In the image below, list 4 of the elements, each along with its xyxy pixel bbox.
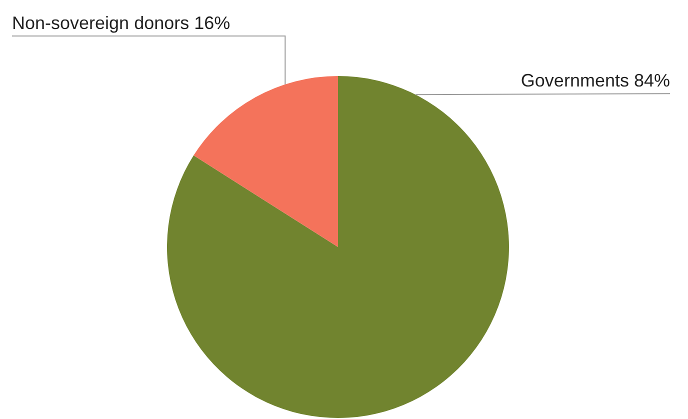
slice-label: Non-sovereign donors 16% [12,13,230,33]
slice-label: Governments 84% [520,70,670,91]
pie-slice [167,76,509,418]
pie-slice [194,76,338,247]
